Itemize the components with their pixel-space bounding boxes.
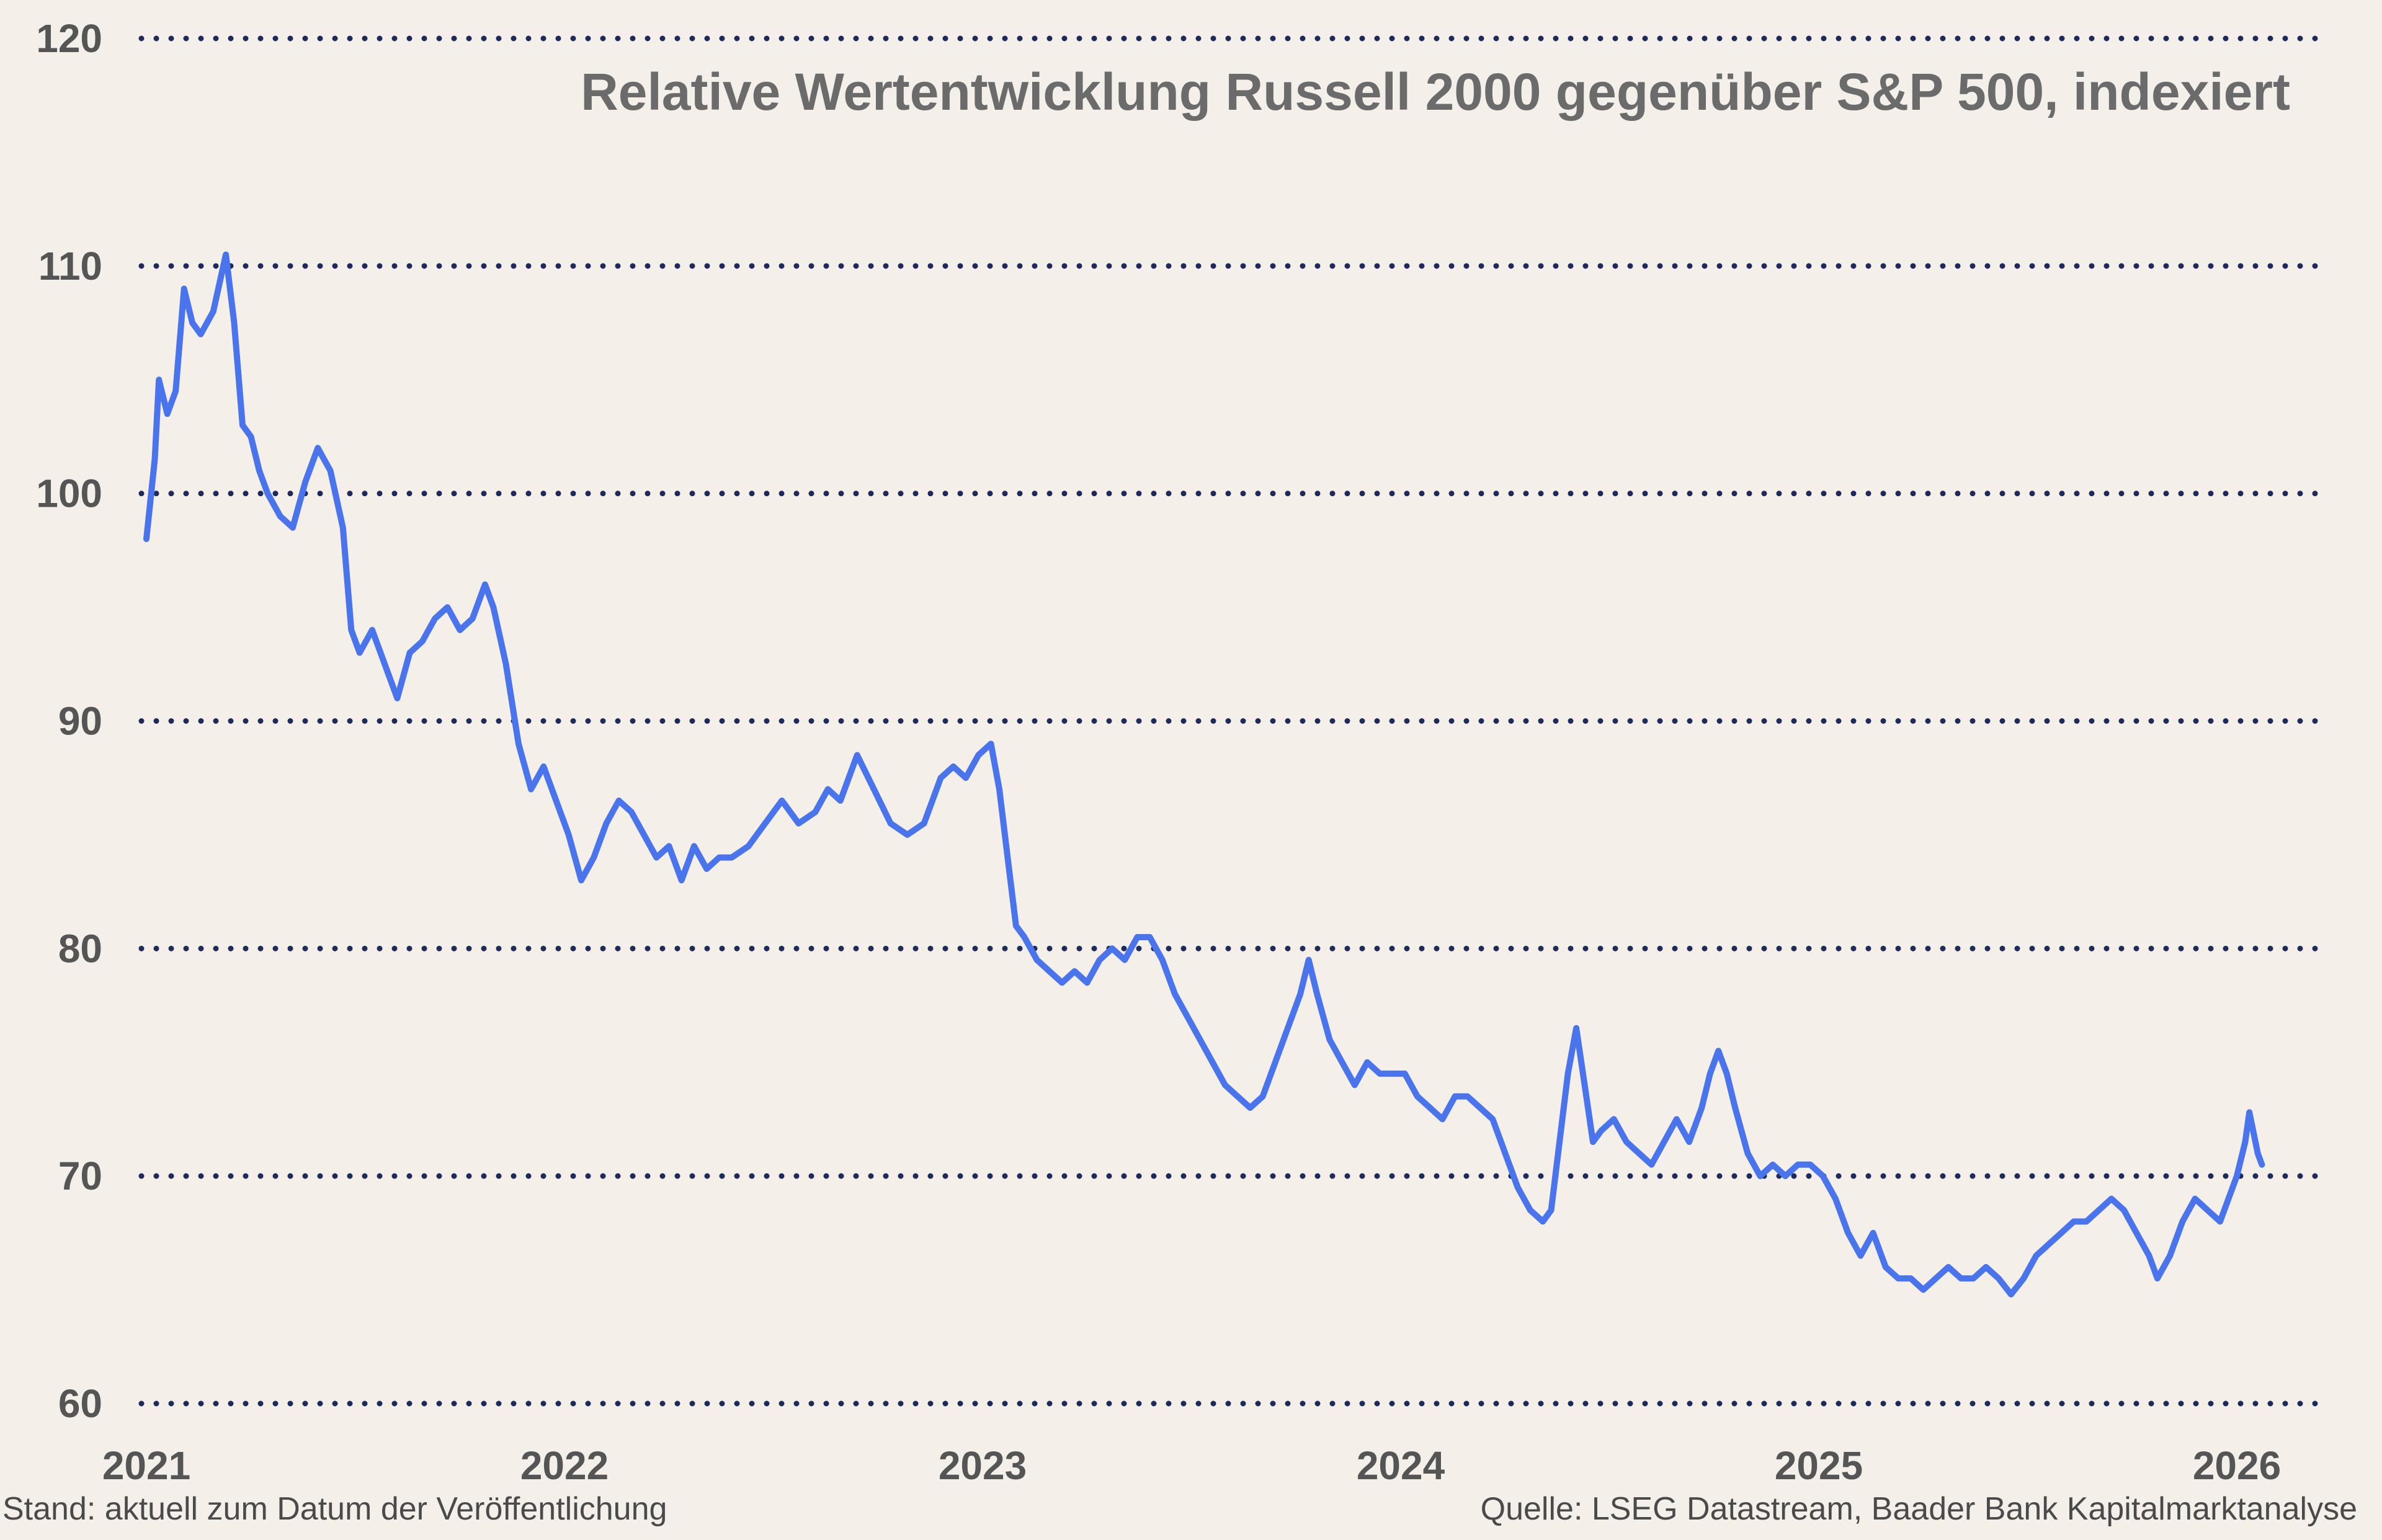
y-tick-label: 110 [38,244,102,288]
x-tick-label: 2022 [520,1443,609,1488]
chart-title: Relative Wertentwicklung Russell 2000 ge… [581,63,2290,121]
y-tick-label: 80 [58,926,102,971]
series-layer [143,251,2265,1297]
y-tick-label: 100 [36,471,102,516]
gridlines [138,35,2323,1407]
x-tick-label: 2026 [2193,1443,2281,1488]
y-tick-label: 60 [58,1381,102,1426]
y-tick-label: 90 [58,699,102,744]
y-axis-ticks: 60 70 80 90 100 110 120 [36,16,102,1426]
x-tick-label: 2021 [102,1443,190,1488]
x-tick-label: 2023 [939,1443,1027,1488]
series-line [143,251,2265,1297]
x-tick-label: 2024 [1357,1443,1445,1488]
x-tick-label: 2025 [1775,1443,1863,1488]
y-tick-label: 120 [36,16,102,61]
x-axis-ticks: 2021 2022 2023 2024 2025 2026 [102,1443,2281,1488]
source-note: Quelle: LSEG Datastream, Baader Bank Kap… [1480,1491,2357,1527]
footer-note: Stand: aktuell zum Datum der Veröffentli… [2,1491,667,1527]
y-tick-label: 70 [58,1154,102,1198]
